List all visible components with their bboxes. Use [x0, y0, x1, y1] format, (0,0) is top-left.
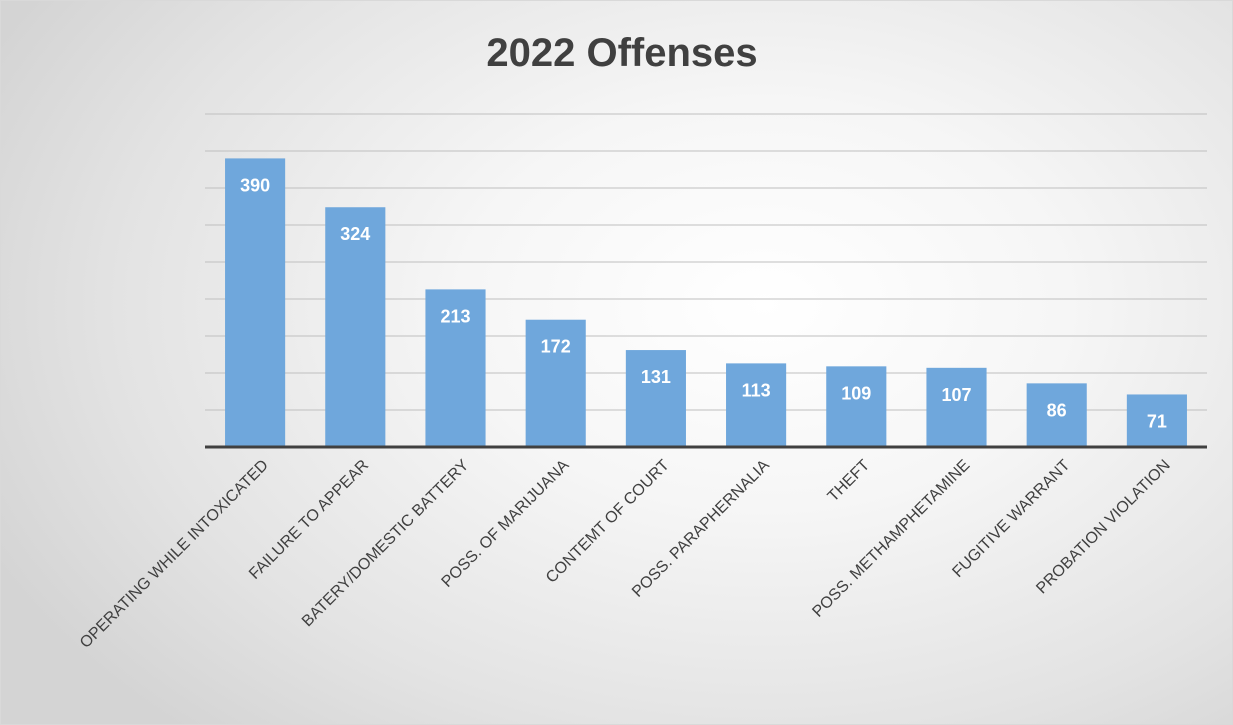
bar	[1026, 383, 1087, 447]
data-label: 390	[240, 175, 270, 195]
data-labels: 390 324 213 172 131 113 109 107 86 71	[240, 175, 1167, 431]
data-label: 107	[941, 385, 971, 405]
data-label: 213	[440, 306, 470, 326]
bar	[926, 367, 987, 447]
data-label: 131	[641, 367, 671, 387]
chart-title: 2022 Offenses	[486, 31, 757, 75]
data-label: 109	[841, 383, 871, 403]
bar	[1126, 394, 1187, 447]
bars	[225, 158, 1187, 447]
category-label: OPERATING WHILE INTOXICATED	[77, 457, 272, 652]
category-label: POSS. METHAMPHETAMINE	[809, 457, 973, 621]
bar	[425, 289, 486, 447]
category-label: BATERY/DOMESTIC BATTERY	[299, 457, 473, 631]
data-label: 324	[340, 224, 370, 244]
data-label: 172	[541, 337, 571, 357]
bar	[525, 319, 586, 447]
data-label: 113	[742, 380, 771, 400]
data-label: 86	[1047, 400, 1067, 420]
bar	[325, 207, 386, 447]
bar	[625, 350, 686, 447]
category-label: THEFT	[825, 457, 874, 506]
bar	[826, 366, 887, 447]
bar	[726, 363, 787, 447]
bar	[225, 158, 286, 447]
data-label: 71	[1147, 411, 1167, 431]
